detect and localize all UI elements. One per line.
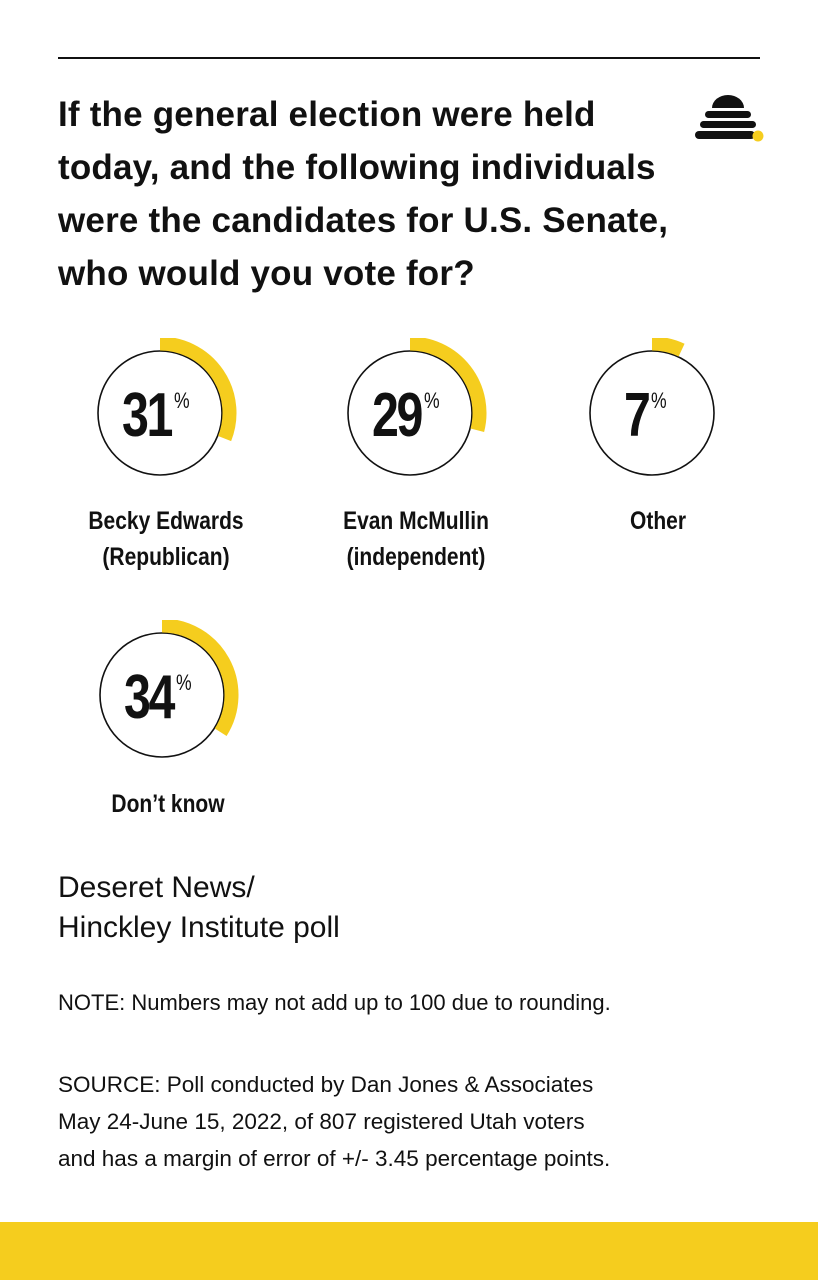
donut-arc-other bbox=[651, 338, 685, 357]
percent-sign: % bbox=[651, 388, 667, 413]
donut-card-evan-mcmullin: 29% Evan McMullin (independent) bbox=[306, 338, 526, 578]
source-line3: and has a margin of error of +/- 3.45 pe… bbox=[58, 1146, 611, 1171]
candidate-label-line1: Other bbox=[629, 507, 687, 535]
donut-arc-becky-edwards bbox=[159, 338, 237, 442]
donut-chart bbox=[589, 338, 715, 476]
chart-title: If the general election were held today,… bbox=[58, 95, 669, 293]
donut-ring bbox=[347, 350, 473, 476]
candidate-label-line1: Don’t know bbox=[111, 790, 225, 818]
candidate-label: Don’t know bbox=[76, 786, 261, 822]
source-line1: SOURCE: Poll conducted by Dan Jones & As… bbox=[58, 1072, 594, 1097]
candidate-label: Other bbox=[566, 503, 751, 539]
candidate-label-line2: (Republican) bbox=[102, 543, 230, 571]
poll-title-line2: Hinckley Institute poll bbox=[58, 911, 340, 944]
donut-chart bbox=[99, 620, 239, 758]
source-note: SOURCE: Poll conducted by Dan Jones & As… bbox=[58, 1066, 798, 1177]
percent-value: 34 bbox=[124, 663, 175, 732]
donut-arc-dont-know bbox=[161, 620, 239, 736]
donut-arc-evan-mcmullin bbox=[409, 338, 487, 433]
candidate-label-line1: Becky Edwards bbox=[88, 507, 244, 535]
rounding-note: NOTE: Numbers may not add up to 100 due … bbox=[58, 990, 611, 1015]
donut-ring bbox=[97, 350, 223, 476]
beehive-icon bbox=[695, 95, 764, 142]
donut-ring bbox=[99, 632, 225, 758]
candidate-label: Evan McMullin (independent) bbox=[324, 503, 509, 575]
candidate-label-line1: Evan McMullin bbox=[343, 507, 489, 535]
percent-value: 31 bbox=[122, 381, 173, 450]
donut-chart bbox=[97, 338, 237, 476]
top-rule bbox=[58, 57, 760, 59]
donut-card-becky-edwards: 31% Becky Edwards (Republican) bbox=[56, 338, 276, 578]
donut-chart bbox=[347, 338, 487, 476]
poll-title-line1: Deseret News/ bbox=[58, 871, 255, 904]
donut-card-dont-know: 34% Don’t know bbox=[58, 620, 278, 830]
candidate-label-line2: (independent) bbox=[346, 543, 486, 571]
source-line2: May 24-June 15, 2022, of 807 registered … bbox=[58, 1109, 585, 1134]
percent-sign: % bbox=[174, 388, 190, 413]
bottom-accent-bar bbox=[0, 1222, 818, 1280]
poll-title: Deseret News/ Hinckley Institute poll bbox=[58, 868, 558, 948]
percent-value: 7 bbox=[624, 381, 651, 450]
donut-card-other: 7% Other bbox=[548, 338, 768, 578]
percent-value: 29 bbox=[372, 381, 423, 450]
donut-ring bbox=[589, 350, 715, 476]
candidate-label: Becky Edwards (Republican) bbox=[74, 503, 259, 575]
percent-sign: % bbox=[424, 388, 440, 413]
percent-sign: % bbox=[176, 670, 192, 695]
